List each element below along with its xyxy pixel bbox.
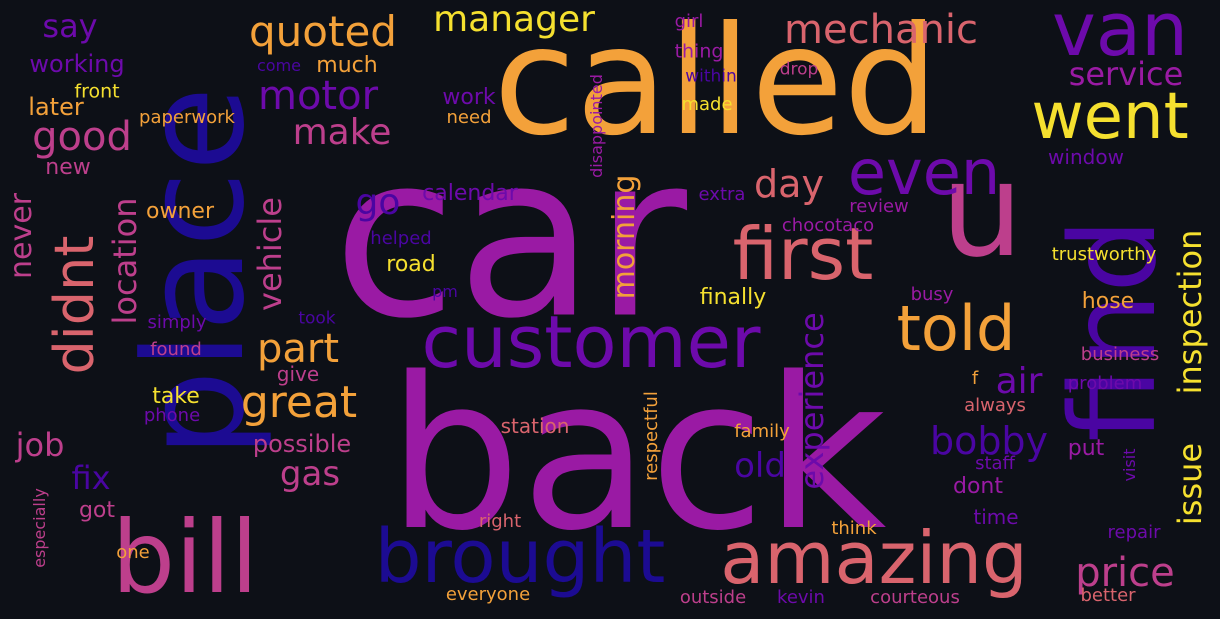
- word-girl: girl: [674, 11, 704, 32]
- word-issue: issue: [1171, 442, 1209, 526]
- word-repair: repair: [1107, 522, 1161, 543]
- word-pm: pm: [432, 282, 458, 301]
- word-staff: staff: [975, 453, 1015, 474]
- word-possible: possible: [252, 430, 352, 458]
- word-say: say: [42, 7, 98, 45]
- word-van: van: [1051, 0, 1189, 73]
- word-got: got: [78, 498, 116, 523]
- word-motor: motor: [257, 73, 379, 119]
- word-morning: morning: [607, 174, 642, 300]
- word-thing: thing: [674, 40, 724, 63]
- word-found: found: [150, 339, 202, 360]
- word-problem: problem: [1067, 373, 1143, 394]
- word-window: window: [1048, 145, 1124, 169]
- word-customer: customer: [421, 300, 761, 384]
- word-paperwork: paperwork: [139, 107, 235, 128]
- word-chocotaco: chocotaco: [781, 215, 875, 236]
- word-road: road: [386, 252, 436, 277]
- word-bobby: bobby: [929, 419, 1049, 463]
- word-quoted: quoted: [249, 7, 397, 56]
- word-vehicle: vehicle: [251, 197, 289, 311]
- word-part: part: [256, 326, 340, 372]
- word-courteous: courteous: [870, 587, 960, 608]
- word-put: put: [1067, 436, 1105, 461]
- word-new: new: [45, 155, 91, 180]
- word-car: car: [332, 106, 688, 369]
- word-business: business: [1080, 344, 1160, 365]
- word-working: working: [29, 50, 125, 78]
- word-took: took: [298, 308, 336, 329]
- word-one: one: [116, 542, 150, 563]
- word-good: good: [32, 114, 132, 160]
- word-front: front: [74, 80, 120, 103]
- word-need: need: [446, 107, 492, 128]
- word-u: u: [940, 134, 1024, 286]
- word-helped: helped: [370, 228, 432, 249]
- word-brought: brought: [374, 514, 666, 600]
- word-later: later: [28, 93, 84, 121]
- word-even: even: [847, 136, 1001, 209]
- word-always: always: [964, 395, 1026, 416]
- word-manager: manager: [433, 0, 595, 40]
- word-hose: hose: [1081, 289, 1135, 314]
- word-think: think: [831, 518, 877, 539]
- word-better: better: [1080, 585, 1136, 606]
- word-fix: fix: [71, 459, 111, 497]
- word-respectful: respectful: [641, 391, 662, 481]
- word-great: great: [240, 377, 358, 428]
- word-price: price: [1075, 550, 1175, 596]
- word-take: take: [152, 384, 200, 409]
- word-bill: bill: [111, 499, 259, 616]
- word-went: went: [1031, 80, 1189, 154]
- word-busy: busy: [910, 284, 954, 305]
- word-didnt: didnt: [43, 235, 106, 375]
- word-drop: drop: [779, 59, 819, 80]
- word-made: made: [681, 94, 733, 115]
- word-give: give: [276, 362, 320, 386]
- word-phone: phone: [143, 405, 201, 426]
- word-come: come: [256, 56, 302, 75]
- word-first: first: [732, 212, 874, 296]
- word-service: service: [1068, 55, 1184, 93]
- word-extra: extra: [698, 184, 746, 205]
- word-job: job: [15, 426, 65, 464]
- word-day: day: [754, 162, 824, 206]
- word-everyone: everyone: [445, 584, 531, 605]
- word-time: time: [973, 505, 1019, 529]
- word-amazing: amazing: [720, 516, 1028, 600]
- word-owner: owner: [146, 199, 214, 224]
- word-calendar: calendar: [422, 181, 518, 206]
- word-mechanic: mechanic: [784, 7, 978, 53]
- word-especially: especially: [30, 488, 49, 568]
- word-kevin: kevin: [777, 587, 825, 608]
- word-right: right: [478, 511, 522, 532]
- word-never: never: [4, 192, 39, 280]
- word-told: told: [896, 292, 1016, 365]
- word-finally: finally: [699, 285, 767, 310]
- word-dont: dont: [953, 474, 1003, 499]
- word-within: within: [685, 66, 737, 87]
- word-station: station: [500, 414, 570, 438]
- word-go: go: [355, 182, 401, 223]
- word-outside: outside: [679, 587, 747, 608]
- word-f: f: [971, 368, 979, 389]
- word-make: make: [292, 112, 392, 153]
- word-visit: visit: [1120, 448, 1139, 482]
- word-location: location: [106, 197, 144, 325]
- word-trustworthy: trustworthy: [1051, 244, 1157, 265]
- word-old: old: [734, 446, 786, 486]
- word-inspection: inspection: [1171, 229, 1209, 395]
- word-disappointed: disappointed: [587, 74, 606, 178]
- word-called: called: [493, 0, 939, 169]
- word-experience: experience: [793, 312, 831, 490]
- word-much: much: [316, 53, 378, 78]
- word-back: back: [387, 332, 887, 577]
- word-air: air: [995, 361, 1043, 402]
- word-family: family: [734, 421, 790, 442]
- word-work: work: [442, 85, 496, 110]
- word-review: review: [849, 196, 909, 217]
- word-gas: gas: [279, 454, 341, 494]
- word-simply: simply: [147, 312, 207, 333]
